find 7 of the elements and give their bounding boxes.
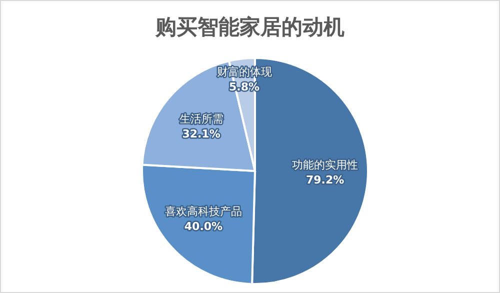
data-label: 40.0% <box>184 220 223 233</box>
chart-title: 购买智能家居的动机 <box>154 15 344 39</box>
data-label: 79.2% <box>306 173 344 186</box>
slice-label: 功能的实用性 <box>292 158 358 172</box>
data-label: 32.1% <box>182 128 220 141</box>
slice-label: 生活所需 <box>179 112 224 126</box>
slice-label: 喜欢高科技产品 <box>164 204 242 218</box>
